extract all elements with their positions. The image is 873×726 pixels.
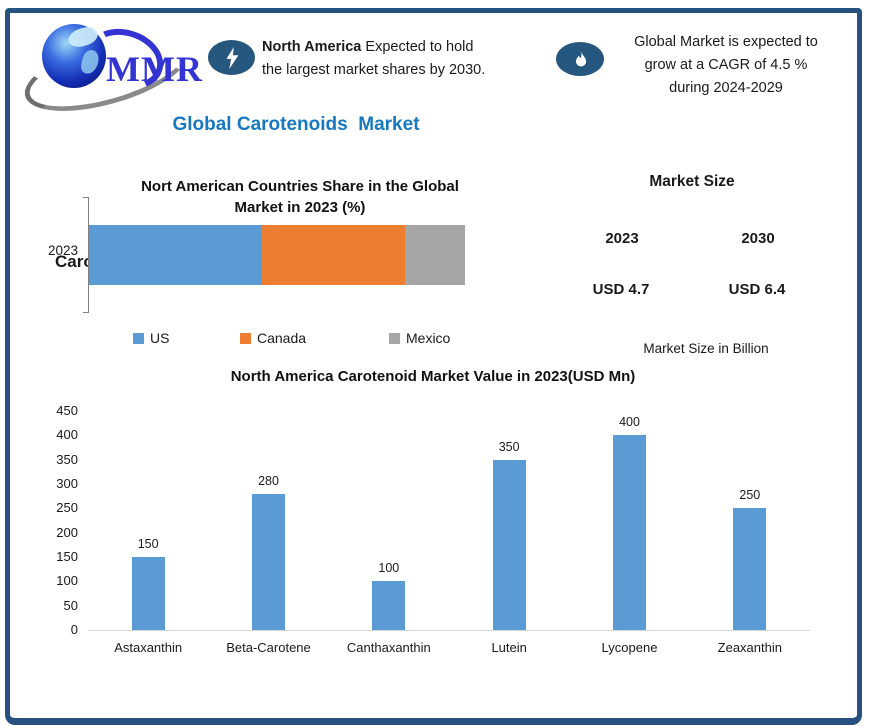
legend-item-us: US bbox=[133, 330, 169, 346]
x-category-label: Astaxanthin bbox=[114, 640, 183, 655]
x-axis-line bbox=[88, 630, 810, 631]
bar-value-label: 100 bbox=[378, 561, 400, 576]
globe-continent-shape bbox=[79, 48, 101, 76]
x-category-label: Lutein bbox=[491, 640, 527, 655]
bar-value-label: 280 bbox=[258, 473, 279, 488]
y-tick-label: 100 bbox=[56, 573, 78, 589]
bar-zeaxanthin bbox=[733, 508, 767, 630]
bar-value-label: 400 bbox=[619, 415, 640, 430]
legend-label-canada: Canada bbox=[257, 330, 307, 346]
category-axis-line bbox=[88, 197, 89, 313]
legend-label-us: US bbox=[150, 330, 170, 346]
bar-beta-carotene bbox=[252, 493, 285, 630]
y-tick-label: 200 bbox=[56, 524, 78, 540]
x-category-label: Canthaxanthin bbox=[346, 640, 431, 655]
callout-north-america: North America Expected to hold the large… bbox=[262, 36, 522, 82]
logo-text: MMR bbox=[106, 49, 203, 89]
y-tick-label: 350 bbox=[56, 451, 78, 467]
market-size-title: Market Size bbox=[649, 173, 735, 190]
bar-value-label: 250 bbox=[739, 488, 761, 503]
lightning-icon bbox=[208, 40, 255, 75]
bar-value-label: 150 bbox=[137, 537, 159, 551]
callout-right-line3: during 2024-2029 bbox=[669, 80, 783, 96]
market-size-footnote: Market Size in Billion bbox=[643, 341, 769, 356]
legend-marker-mexico bbox=[389, 332, 400, 344]
stacked-chart-title-line2: Market in 2023 (%) bbox=[234, 199, 366, 216]
stacked-bar bbox=[89, 225, 465, 285]
market-size-value-2023: USD 4.7 bbox=[592, 281, 650, 298]
legend-marker-us bbox=[133, 332, 144, 344]
callout-left-line2: the largest market shares by 2030. bbox=[262, 62, 486, 78]
stacked-chart-category-label: 2023 bbox=[47, 243, 78, 258]
callout-cagr: Global Market is expected to grow at a C… bbox=[604, 31, 848, 100]
callout-left-bold: North America bbox=[262, 39, 362, 55]
callout-right-line1: Global Market is expected to bbox=[634, 34, 818, 50]
y-tick-label: 450 bbox=[56, 403, 78, 418]
market-size-value-2030: USD 6.4 bbox=[728, 281, 786, 298]
x-category-label: Zeaxanthin bbox=[717, 640, 782, 655]
market-size-year-2030: 2030 bbox=[741, 230, 775, 247]
axis-tick bbox=[83, 197, 89, 198]
column-chart-title: North America Carotenoid Market Value in… bbox=[230, 368, 636, 385]
y-tick-label: 300 bbox=[56, 476, 78, 491]
bar-lutein bbox=[492, 459, 526, 630]
globe-icon bbox=[42, 24, 106, 88]
stacked-bar-legend: US Canada Mexico bbox=[88, 330, 488, 350]
x-category-label: Beta-Carotene bbox=[226, 640, 311, 655]
stacked-chart-title: Nort American Countries Share in the Glo… bbox=[95, 176, 505, 218]
stacked-bar-segment-us bbox=[89, 225, 262, 285]
y-tick-label: 50 bbox=[63, 597, 78, 613]
bar-astaxanthin bbox=[131, 557, 165, 630]
bar-value-label: 350 bbox=[498, 439, 520, 454]
y-tick-label: 400 bbox=[56, 427, 78, 443]
y-tick-label: 0 bbox=[70, 622, 78, 637]
legend-item-canada: Canada bbox=[240, 330, 306, 346]
legend-label-mexico: Mexico bbox=[406, 330, 451, 346]
legend-marker-canada bbox=[240, 332, 251, 344]
y-tick-label: 150 bbox=[56, 549, 78, 564]
page-title: Global Carotenoids Market bbox=[172, 114, 420, 135]
column-chart-canvas: 0 50 100 150 200 250 300 350 400 450 150 Astaxanthi… bbox=[18, 392, 854, 682]
clipped-axis-text: Caro bbox=[55, 252, 94, 271]
mmr-logo: MMR bbox=[16, 19, 203, 127]
bar-canthaxanthin bbox=[372, 581, 406, 630]
callout-right-line2: grow at a CAGR of 4.5 % bbox=[644, 57, 808, 73]
bar-lycopene bbox=[613, 435, 646, 630]
y-tick-label: 250 bbox=[56, 500, 78, 516]
stacked-chart-title-line1: Nort American Countries Share in the Glo… bbox=[141, 178, 459, 195]
market-size-year-2023: 2023 bbox=[605, 230, 639, 247]
callout-left-rest: Expected to hold bbox=[361, 39, 474, 55]
axis-tick bbox=[83, 312, 89, 313]
flame-icon bbox=[556, 42, 604, 76]
legend-item-mexico: Mexico bbox=[389, 330, 450, 346]
globe-continent-shape bbox=[66, 25, 100, 49]
x-category-label: Lycopene bbox=[601, 640, 658, 655]
stacked-bar-segment-mexico bbox=[404, 225, 465, 285]
stacked-bar-segment-canada bbox=[261, 225, 405, 285]
